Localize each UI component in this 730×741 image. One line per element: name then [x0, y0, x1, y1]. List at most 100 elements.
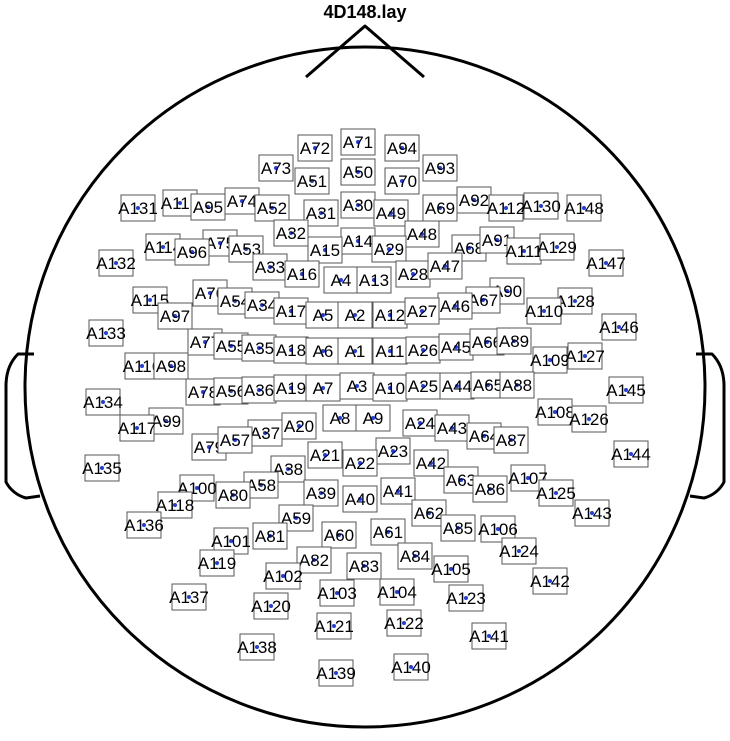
- channel-label: A83: [349, 557, 379, 576]
- channel-label: A89: [499, 332, 529, 351]
- sensor-dot: [413, 554, 417, 558]
- channel-label: A145: [606, 381, 646, 400]
- channel-label: A13: [359, 271, 389, 290]
- channel-label: A63: [446, 471, 476, 490]
- channel-A147: A147: [586, 249, 626, 277]
- channel-A69: A69: [422, 194, 458, 222]
- sensor-dot: [101, 400, 105, 404]
- channel-A49: A49: [373, 199, 409, 227]
- sensor-dot: [334, 671, 338, 675]
- left-ear-shape: [4, 352, 41, 500]
- channel-label: A146: [599, 318, 639, 337]
- channel-label: A85: [443, 519, 473, 538]
- channel-A137: A137: [169, 583, 209, 611]
- channel-A120: A120: [251, 592, 291, 620]
- sensor-dot: [542, 309, 546, 313]
- channel-A32: A32: [273, 219, 309, 247]
- channel-A36: A36: [241, 376, 277, 404]
- sensor-dot: [321, 386, 325, 390]
- channel-A50: A50: [340, 158, 376, 186]
- channel-A86: A86: [472, 475, 508, 503]
- sensor-dot: [269, 604, 273, 608]
- channel-A47: A47: [427, 252, 463, 280]
- channel-label: A101: [211, 532, 251, 551]
- channel-A27: A27: [404, 297, 440, 325]
- channel-label: A87: [496, 431, 526, 450]
- channel-label: A35: [244, 339, 274, 358]
- sensor-dot: [240, 199, 244, 203]
- sensor-dot: [587, 417, 591, 421]
- channel-label: A61: [373, 523, 403, 542]
- channel-A99: A99: [148, 407, 184, 435]
- layout-title: 4D148.lay: [323, 2, 406, 22]
- channel-A28: A28: [395, 260, 431, 288]
- channel-label: A55: [216, 337, 246, 356]
- channel-label: A20: [284, 417, 314, 436]
- channel-A73: A73: [258, 154, 294, 182]
- channel-A67: A67: [465, 286, 501, 314]
- channel-A92: A92: [456, 186, 492, 214]
- channel-label: A7: [313, 379, 334, 398]
- channel-label: A29: [374, 240, 404, 259]
- channel-label: A143: [572, 504, 612, 523]
- channel-label: A33: [255, 258, 285, 277]
- channel-A42: A42: [413, 449, 449, 477]
- channel-A118: A118: [156, 491, 194, 519]
- channel-label: A121: [314, 617, 354, 636]
- channel-A65: A65: [470, 371, 506, 399]
- sensor-dot: [173, 503, 177, 507]
- sensor-dot: [421, 348, 425, 352]
- sensor-dot: [289, 348, 293, 352]
- sensor-dot: [233, 438, 237, 442]
- channel-label: A82: [299, 551, 329, 570]
- sensor-dot: [114, 261, 118, 265]
- channel-A16: A16: [284, 260, 320, 288]
- sensor-dot: [488, 487, 492, 491]
- channel-label: A105: [431, 560, 471, 579]
- sensor-dot: [206, 205, 210, 209]
- channel-A139: A139: [316, 659, 356, 687]
- channel-label: A21: [310, 446, 340, 465]
- channel-A88: A88: [499, 371, 535, 399]
- channel-A104: A104: [377, 578, 417, 606]
- sensor-dot: [356, 203, 360, 207]
- channel-A45: A45: [438, 333, 474, 361]
- sensor-dot: [323, 248, 327, 252]
- channel-label: A16: [287, 265, 317, 284]
- channel-A58: A58: [243, 471, 279, 499]
- channel-label: A1: [345, 342, 366, 361]
- sensor-dot: [590, 511, 594, 515]
- channel-A109: A109: [530, 346, 570, 374]
- channel-A13: A13: [356, 266, 392, 294]
- channel-A8: A8: [322, 404, 358, 432]
- sensor-dot: [455, 384, 459, 388]
- sensor-dot: [321, 349, 325, 353]
- channel-A4: A4: [323, 266, 359, 294]
- channel-A15: A15: [307, 236, 343, 264]
- channel-label: A104: [377, 583, 417, 602]
- channel-label: A102: [263, 567, 303, 586]
- sensor-dot: [388, 386, 392, 390]
- channel-label: A96: [177, 243, 207, 262]
- channel-A63: A63: [443, 466, 479, 494]
- channel-A82: A82: [296, 546, 332, 574]
- sensor-dot: [582, 206, 586, 210]
- sensor-dot: [289, 231, 293, 235]
- channel-A85: A85: [440, 514, 476, 542]
- sensor-dot: [517, 549, 521, 553]
- channel-label: A139: [316, 664, 356, 683]
- channel-label: A98: [156, 357, 186, 376]
- channel-A126: A126: [569, 405, 609, 433]
- sensor-dot: [229, 539, 233, 543]
- channel-A129: A129: [537, 233, 577, 261]
- channel-label: A3: [347, 377, 368, 396]
- sensor-dot: [178, 201, 182, 205]
- channel-A14: A14: [340, 227, 376, 255]
- channel-label: A142: [530, 572, 570, 591]
- channel-label: A91: [482, 231, 512, 250]
- channel-A117: A117: [118, 414, 156, 442]
- sensor-dot: [229, 344, 233, 348]
- sensor-dot: [332, 624, 336, 628]
- channel-label: A34: [247, 296, 277, 315]
